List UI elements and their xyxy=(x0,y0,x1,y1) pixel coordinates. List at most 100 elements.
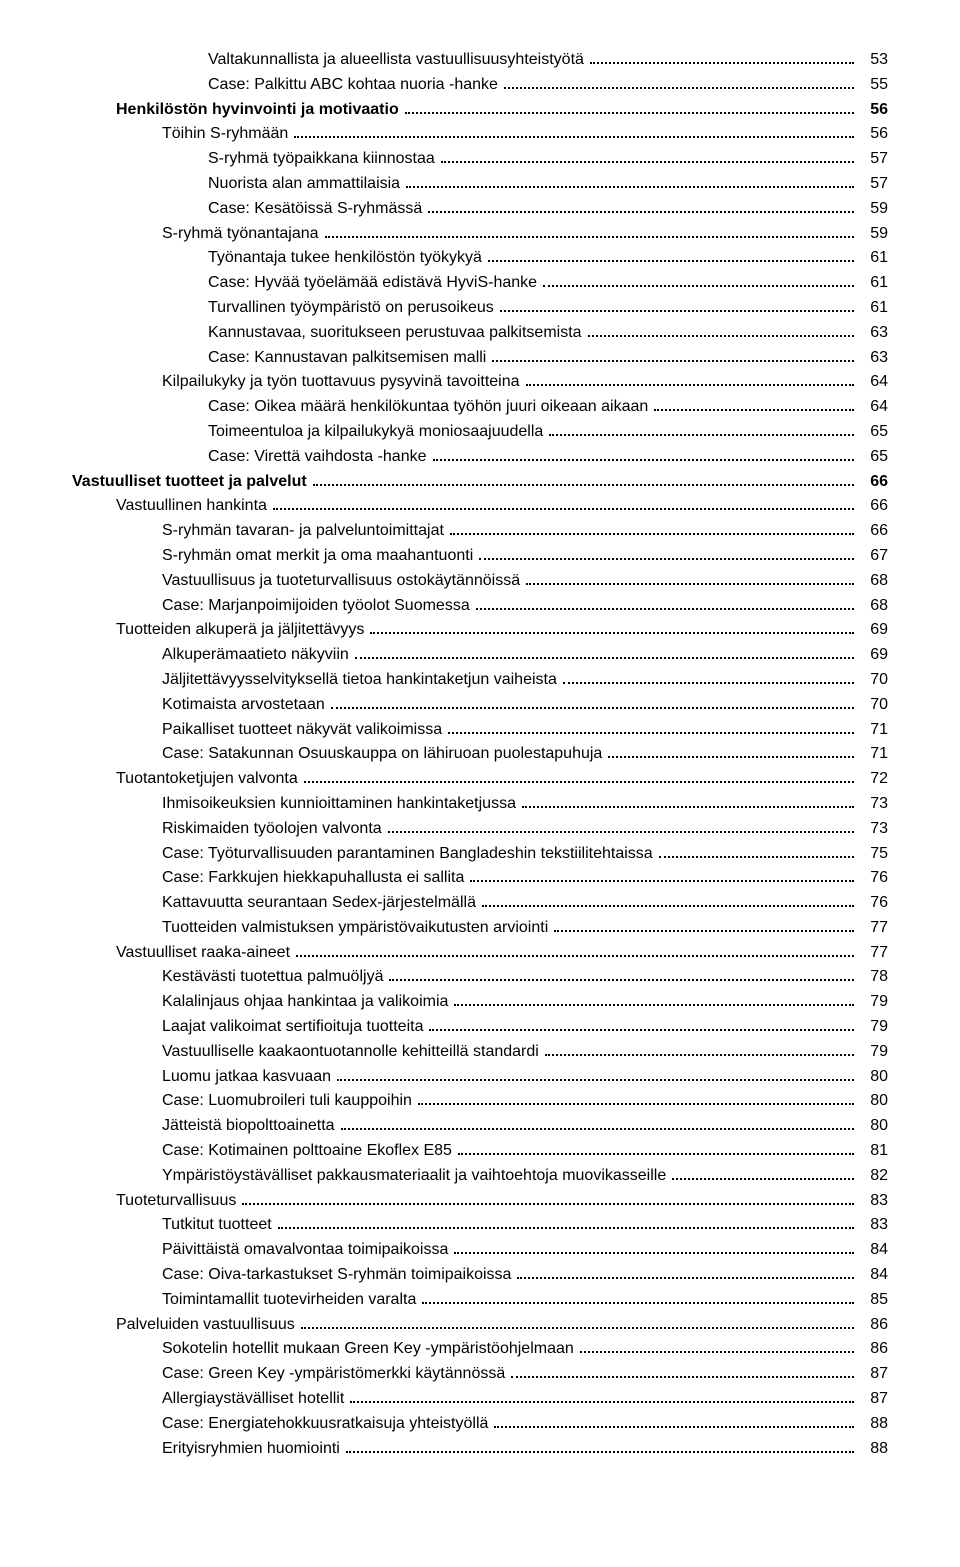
toc-entry-page: 87 xyxy=(860,1362,888,1387)
toc-entry-page: 71 xyxy=(860,718,888,743)
toc-dot-leader xyxy=(388,831,854,833)
toc-entry-page: 73 xyxy=(860,817,888,842)
toc-dot-leader xyxy=(500,310,854,312)
toc-entry-page: 86 xyxy=(860,1337,888,1362)
toc-entry: Vastuulliset raaka-aineet77 xyxy=(72,941,888,966)
toc-entry-page: 56 xyxy=(860,98,888,123)
toc-dot-leader xyxy=(429,1029,854,1031)
toc-entry-label: Vastuullisuus ja tuoteturvallisuus ostok… xyxy=(162,569,520,594)
toc-entry-page: 63 xyxy=(860,321,888,346)
toc-dot-leader xyxy=(470,880,854,882)
toc-dot-leader xyxy=(301,1327,854,1329)
toc-dot-leader xyxy=(433,459,855,461)
toc-entry-label: S-ryhmä työpaikkana kiinnostaa xyxy=(208,147,435,172)
toc-entry-label: Allergiaystävälliset hotellit xyxy=(162,1387,344,1412)
toc-dot-leader xyxy=(458,1153,854,1155)
toc-entry-label: Turvallinen työympäristö on perusoikeus xyxy=(208,296,494,321)
toc-dot-leader xyxy=(526,384,854,386)
toc-entry: Case: Oikea määrä henkilökuntaa työhön j… xyxy=(72,395,888,420)
toc-entry-page: 79 xyxy=(860,990,888,1015)
toc-dot-leader xyxy=(454,1004,854,1006)
toc-dot-leader xyxy=(428,211,854,213)
toc-dot-leader xyxy=(517,1277,854,1279)
toc-entry-label: Toimintamallit tuotevirheiden varalta xyxy=(162,1288,416,1313)
table-of-contents: Valtakunnallista ja alueellista vastuull… xyxy=(0,0,960,1521)
toc-dot-leader xyxy=(488,260,854,262)
toc-dot-leader xyxy=(554,930,854,932)
toc-entry-page: 59 xyxy=(860,197,888,222)
toc-dot-leader xyxy=(450,533,854,535)
toc-entry-label: Erityisryhmien huomiointi xyxy=(162,1437,340,1462)
toc-dot-leader xyxy=(294,136,854,138)
toc-entry-label: Vastuullinen hankinta xyxy=(116,494,267,519)
toc-entry-label: Luomu jatkaa kasvuaan xyxy=(162,1065,331,1090)
toc-entry-label: Toimeentuloa ja kilpailukykyä moniosaaju… xyxy=(208,420,543,445)
toc-dot-leader xyxy=(441,161,854,163)
toc-entry: Luomu jatkaa kasvuaan 80 xyxy=(72,1065,888,1090)
toc-entry: Jäljitettävyysselvityksellä tietoa hanki… xyxy=(72,668,888,693)
toc-entry: Case: Energiatehokkuusratkaisuja yhteist… xyxy=(72,1412,888,1437)
toc-entry-label: Case: Energiatehokkuusratkaisuja yhteist… xyxy=(162,1412,488,1437)
toc-entry: Jätteistä biopolttoainetta80 xyxy=(72,1114,888,1139)
toc-entry-page: 78 xyxy=(860,965,888,990)
toc-entry: S-ryhmä työnantajana 59 xyxy=(72,222,888,247)
toc-entry: S-ryhmän tavaran- ja palveluntoimittajat… xyxy=(72,519,888,544)
toc-entry-label: Jätteistä biopolttoainetta xyxy=(162,1114,335,1139)
toc-entry-page: 68 xyxy=(860,594,888,619)
toc-dot-leader xyxy=(370,632,854,634)
toc-entry-page: 59 xyxy=(860,222,888,247)
toc-entry: Toimintamallit tuotevirheiden varalta 85 xyxy=(72,1288,888,1313)
toc-entry-label: Case: Luomubroileri tuli kauppoihin xyxy=(162,1089,412,1114)
toc-entry-page: 65 xyxy=(860,420,888,445)
toc-dot-leader xyxy=(672,1178,854,1180)
toc-entry-page: 66 xyxy=(860,519,888,544)
toc-entry: Paikalliset tuotteet näkyvät valikoimiss… xyxy=(72,718,888,743)
toc-entry-label: Case: Satakunnan Osuuskauppa on lähiruoa… xyxy=(162,742,602,767)
toc-entry-page: 83 xyxy=(860,1189,888,1214)
toc-entry-label: Henkilöstön hyvinvointi ja motivaatio xyxy=(116,98,399,123)
toc-entry: Tuoteturvallisuus83 xyxy=(72,1189,888,1214)
toc-entry: Palveluiden vastuullisuus86 xyxy=(72,1313,888,1338)
toc-entry: Alkuperämaatieto näkyviin69 xyxy=(72,643,888,668)
toc-dot-leader xyxy=(522,806,854,808)
toc-entry-label: Tuotteiden valmistuksen ympäristövaikutu… xyxy=(162,916,548,941)
toc-entry-page: 57 xyxy=(860,147,888,172)
toc-entry: Tutkitut tuotteet83 xyxy=(72,1213,888,1238)
toc-entry-page: 76 xyxy=(860,866,888,891)
toc-entry: Tuotantoketjujen valvonta72 xyxy=(72,767,888,792)
toc-entry-page: 85 xyxy=(860,1288,888,1313)
toc-entry: Case: Oiva-tarkastukset S-ryhmän toimipa… xyxy=(72,1263,888,1288)
toc-entry: Laajat valikoimat sertifioituja tuotteit… xyxy=(72,1015,888,1040)
toc-entry: Kalalinjaus ohjaa hankintaa ja valikoimi… xyxy=(72,990,888,1015)
toc-entry: Case: Työturvallisuuden parantaminen Ban… xyxy=(72,842,888,867)
toc-dot-leader xyxy=(341,1128,854,1130)
toc-entry: Case: Green Key -ympäristömerkki käytänn… xyxy=(72,1362,888,1387)
toc-dot-leader xyxy=(454,1252,854,1254)
toc-entry-page: 65 xyxy=(860,445,888,470)
toc-entry: Ihmisoikeuksien kunnioittaminen hankinta… xyxy=(72,792,888,817)
toc-entry-page: 80 xyxy=(860,1065,888,1090)
toc-entry-page: 82 xyxy=(860,1164,888,1189)
toc-entry: Työnantaja tukee henkilöstön työkykyä61 xyxy=(72,246,888,271)
toc-entry: Valtakunnallista ja alueellista vastuull… xyxy=(72,48,888,73)
toc-entry-label: Tutkitut tuotteet xyxy=(162,1213,272,1238)
toc-entry-label: Vastuulliset tuotteet ja palvelut xyxy=(72,470,307,495)
toc-dot-leader xyxy=(494,1426,854,1428)
toc-entry-label: S-ryhmän tavaran- ja palveluntoimittajat xyxy=(162,519,444,544)
toc-entry-page: 61 xyxy=(860,296,888,321)
toc-entry: Kattavuutta seurantaan Sedex-järjestelmä… xyxy=(72,891,888,916)
toc-entry: Case: Satakunnan Osuuskauppa on lähiruoa… xyxy=(72,742,888,767)
toc-entry: Case: Marjanpoimijoiden työolot Suomessa… xyxy=(72,594,888,619)
toc-entry-label: S-ryhmä työnantajana xyxy=(162,222,319,247)
toc-entry: Ympäristöystävälliset pakkausmateriaalit… xyxy=(72,1164,888,1189)
toc-entry: Kilpailukyky ja työn tuottavuus pysyvinä… xyxy=(72,370,888,395)
toc-dot-leader xyxy=(654,409,854,411)
toc-entry-label: Case: Kannustavan palkitsemisen malli xyxy=(208,346,486,371)
toc-entry-page: 64 xyxy=(860,370,888,395)
toc-entry-label: Sokotelin hotellit mukaan Green Key -ymp… xyxy=(162,1337,574,1362)
toc-entry-label: Case: Hyvää työelämää edistävä HyviS-han… xyxy=(208,271,537,296)
toc-dot-leader xyxy=(526,583,854,585)
toc-entry-label: Kilpailukyky ja työn tuottavuus pysyvinä… xyxy=(162,370,520,395)
toc-entry-page: 68 xyxy=(860,569,888,594)
toc-entry-label: Case: Kotimainen polttoaine Ekoflex E85 xyxy=(162,1139,452,1164)
